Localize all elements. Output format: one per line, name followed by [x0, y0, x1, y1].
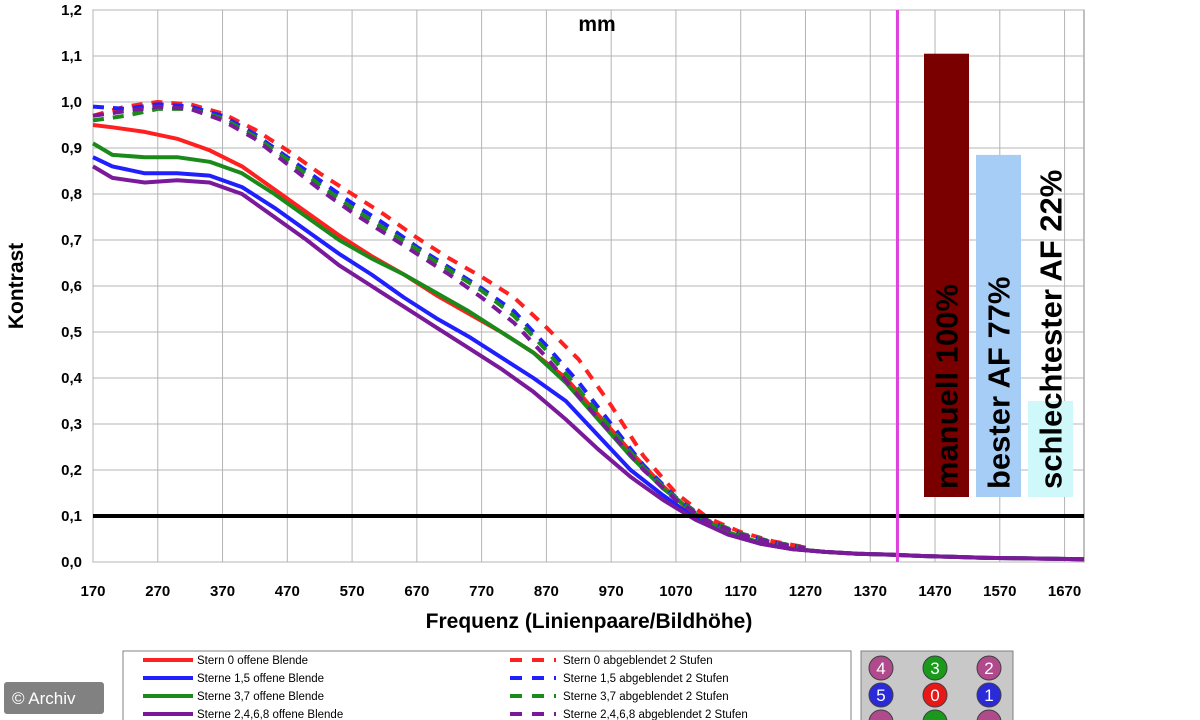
y-tick-label: 0,6	[61, 278, 82, 295]
y-tick-label: 0,5	[61, 324, 82, 341]
star-position-circle	[976, 655, 1002, 681]
x-tick-label: 670	[404, 583, 429, 600]
x-tick-label: 470	[275, 583, 300, 600]
star-grid: 4 3 2 5 0 1	[860, 650, 1014, 720]
x-tick-label: 1170	[724, 583, 757, 600]
y-tick-label: 0,8	[61, 186, 82, 203]
score-bar	[976, 154, 1021, 497]
star-position-number: 0	[930, 686, 939, 705]
legend-label: Sterne 1,5 abgeblendet 2 Stufen	[563, 673, 729, 685]
star-position-number: 3	[930, 659, 939, 678]
x-tick-label: 1070	[659, 583, 692, 600]
y-tick-label: 0,2	[61, 462, 82, 479]
star-cells: 4 3 2 5 0 1	[868, 655, 1002, 720]
star-position-number: 5	[876, 686, 885, 705]
y-tick-label: 1,0	[61, 94, 82, 111]
star-position-circle	[868, 682, 894, 708]
series-line	[92, 104, 806, 551]
y-tick-label: 0,7	[61, 232, 82, 249]
legend-items: Stern 0 offene Blende Sterne 1,5 offene B…	[143, 655, 748, 720]
series-line	[91, 164, 1085, 562]
y-tick-label: 0,9	[61, 140, 82, 157]
x-tick-label: 270	[145, 583, 170, 600]
credit-badge: © Archiv	[4, 682, 104, 714]
x-tick-label: 1370	[854, 583, 887, 600]
y-tick-label: 0,1	[61, 508, 82, 525]
legend-label: Stern 0 offene Blende	[197, 655, 308, 667]
x-tick-label: 1570	[983, 583, 1016, 600]
y-tick-label: 0,0	[61, 554, 82, 571]
x-tick-label: 1470	[918, 583, 951, 600]
legend-frame	[122, 650, 852, 720]
star-position-circle	[922, 709, 948, 720]
x-tick-label: 1270	[789, 583, 822, 600]
score-bars: manuell 100% bester AF 77% schlechtester A…	[924, 53, 1073, 497]
x-tick-label: 870	[534, 583, 559, 600]
star-position-number: 1	[984, 686, 993, 705]
star-position-circle	[868, 709, 894, 720]
x-axis-label: Frequenz (Linienpaare/Bildhöhe)	[426, 610, 753, 633]
series-line	[92, 100, 806, 550]
star-position-number: 2	[984, 659, 993, 678]
y-axis-label: Kontrast	[5, 243, 28, 329]
x-tick-label: 370	[210, 583, 235, 600]
y-tick-label: 1,1	[61, 48, 82, 65]
series-lines	[91, 100, 1085, 562]
axis-ticks: 0,0 0,1 0,2 0,3 0,4 0,5 0,6 0,7 0,8 0,9 1,0 1,1 1,2 1…	[61, 2, 1081, 600]
y-tick-label: 1,2	[61, 2, 82, 19]
y-tick-label: 0,3	[61, 416, 82, 433]
x-tick-label: 770	[469, 583, 494, 600]
legend-label: Sterne 3,7 offene Blende	[197, 691, 324, 703]
x-tick-label: 170	[80, 583, 105, 600]
credit-text: © Archiv	[12, 689, 76, 708]
star-position-circle	[922, 682, 948, 708]
star-position-circle	[976, 682, 1002, 708]
reference-lines	[93, 10, 1084, 562]
star-position-circle	[976, 709, 1002, 720]
y-tick-label: 0,4	[61, 370, 83, 387]
grid-lines	[92, 9, 1085, 563]
chart-title-fragment: mm	[578, 13, 615, 36]
star-position-circle	[922, 655, 948, 681]
score-bar-label: bester AF 77%	[982, 277, 1017, 490]
legend-label: Sterne 2,4,6,8 offene Blende	[197, 709, 343, 720]
star-position-number: 4	[876, 659, 885, 678]
legend-label: Sterne 1,5 offene Blende	[197, 673, 324, 685]
legend: Stern 0 offene Blende Sterne 1,5 offene B…	[122, 650, 852, 720]
x-tick-label: 970	[599, 583, 624, 600]
star-position-circle	[868, 655, 894, 681]
x-tick-label: 1670	[1048, 583, 1081, 600]
legend-label: Stern 0 abgeblendet 2 Stufen	[563, 655, 713, 667]
score-bar	[924, 53, 969, 497]
legend-label: Sterne 3,7 abgeblendet 2 Stufen	[563, 691, 729, 703]
score-bar-label: schlechtester AF 22%	[1034, 170, 1069, 489]
x-tick-label: 570	[340, 583, 365, 600]
score-bar	[1028, 401, 1073, 497]
score-bar-label: manuell 100%	[930, 284, 965, 489]
legend-label: Sterne 2,4,6,8 abgeblendet 2 Stufen	[563, 709, 748, 720]
